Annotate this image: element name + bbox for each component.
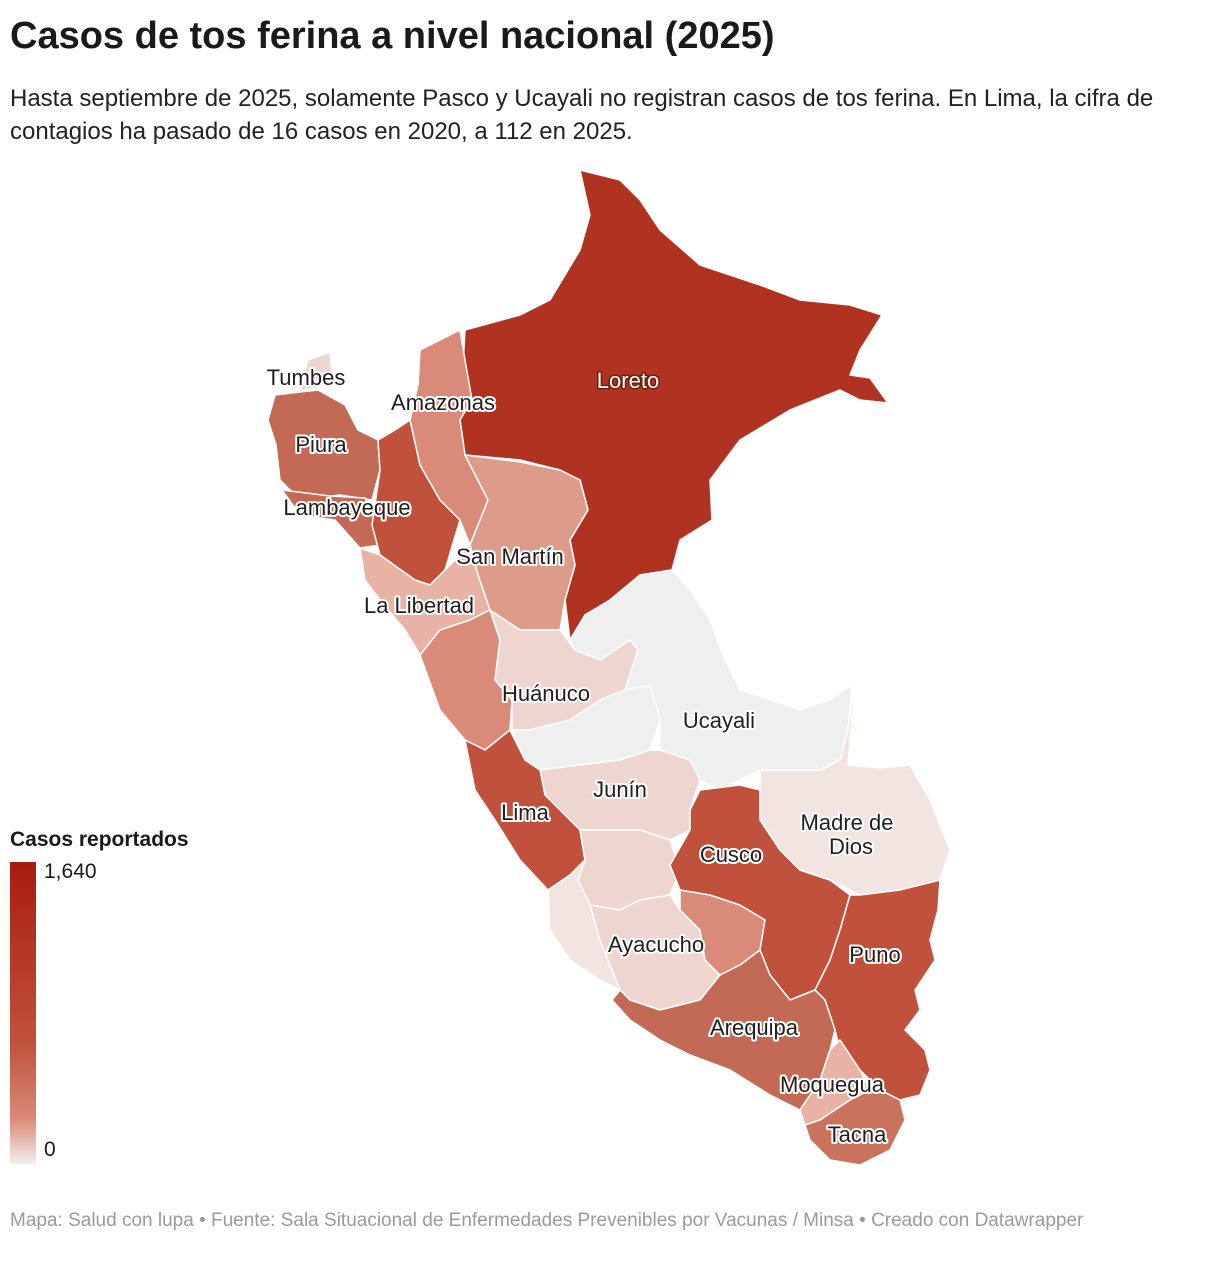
label-loreto: Loreto [597,368,659,393]
legend-title: Casos reportados [10,828,189,851]
legend-max-label: 1,640 [44,860,97,883]
chart-title: Casos de tos ferina a nivel nacional (20… [10,15,775,57]
label-piura: Piura [295,432,347,457]
label-ayacucho: Ayacucho [608,932,704,957]
label-cusco: Cusco [700,842,762,867]
footer-credits: Mapa: Salud con lupa • Fuente: Sala Situ… [10,1210,1084,1231]
label-madre-de-dios-1: Madre de [801,810,894,835]
label-la-libertad: La Libertad [364,593,474,618]
region-tacna[interactable] [804,1089,906,1166]
legend-min-label: 0 [44,1138,56,1161]
region-madre-de-dios[interactable] [759,684,951,896]
chart-subtitle: Hasta septiembre de 2025, solamente Pasc… [10,85,1154,145]
region-arequipa[interactable] [611,949,836,1111]
label-madre-de-dios-2: Dios [829,834,873,859]
label-moquegua: Moquegua [780,1072,885,1097]
label-puno: Puno [849,942,900,967]
legend-color-scale [10,862,36,1164]
label-arequipa: Arequipa [710,1015,799,1040]
label-huanuco: Huánuco [502,681,590,706]
label-amazonas: Amazonas [391,390,495,415]
label-tacna: Tacna [828,1122,887,1147]
region-tumbes[interactable] [299,351,333,391]
label-lima: Lima [501,800,549,825]
label-lambayeque: Lambayeque [283,495,410,520]
region-piura[interactable] [267,389,381,501]
label-san-martin: San Martín [456,544,564,569]
label-tumbes: Tumbes [267,365,346,390]
label-ucayali: Ucayali [683,708,755,733]
label-junin: Junín [593,777,647,802]
